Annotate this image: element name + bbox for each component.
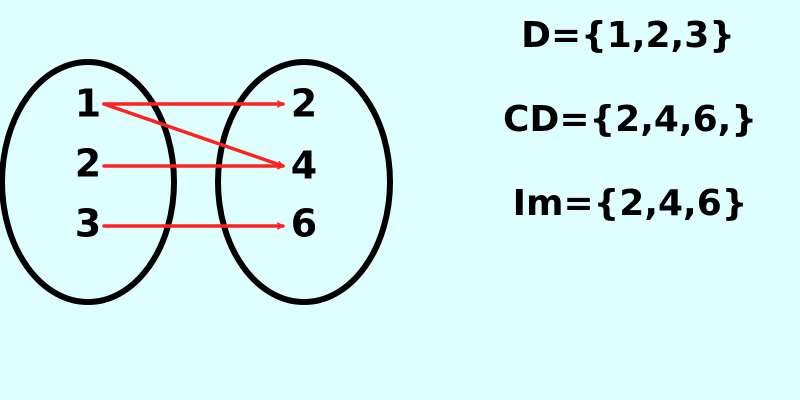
codomain-notation: CD={2,4,6,} <box>503 99 757 140</box>
domain-element-3: 3 <box>75 202 101 246</box>
arrow-1-to-4 <box>102 102 285 166</box>
domain-element-2: 2 <box>75 142 101 186</box>
domain-notation: D={1,2,3} <box>521 15 735 56</box>
codomain-element-6: 6 <box>291 202 317 246</box>
domain-set-ellipse <box>0 59 177 305</box>
codomain-element-2: 2 <box>291 82 317 126</box>
codomain-set-ellipse <box>215 59 393 305</box>
image-notation: Im={2,4,6} <box>512 183 748 224</box>
mapping-arrows <box>102 102 285 226</box>
domain-element-1: 1 <box>75 82 101 126</box>
codomain-element-4: 4 <box>291 144 317 188</box>
